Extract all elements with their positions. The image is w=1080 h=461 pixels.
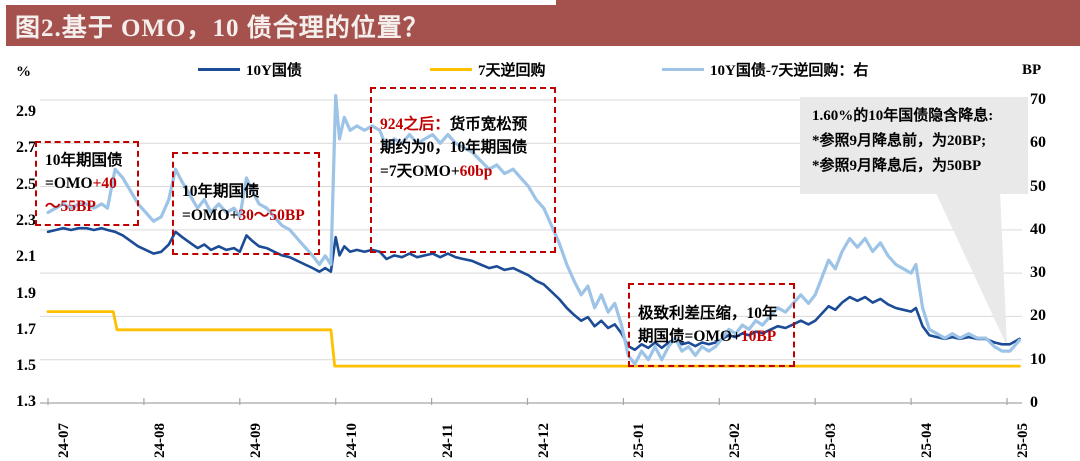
x-axis-tick-label: 24-11 [439, 423, 456, 458]
legend-item-spread: 10Y国债-7天逆回购：右 [662, 58, 868, 80]
series-line-0 [46, 226, 1021, 352]
right-axis-unit-label: BP [1022, 62, 1042, 78]
annotation-text-line: 极致利差压缩，10年 [638, 304, 778, 322]
legend-item-10y-bond: 10Y国债 [198, 58, 302, 80]
left-axis-tick-label: 1.3 [16, 393, 36, 411]
right-axis-tick-label: 30 [1030, 264, 1046, 282]
callout-implied-rate-cut: 1.60%的10年国债隐含降息: *参照9月降息前，为20BP; *参照9月降息… [800, 97, 1028, 194]
figure-title: 图2.基于 OMO，10 债合理的位置？ [15, 14, 429, 42]
annotation-box-omo-30-50bp: 10年期国债 =OMO+30～50BP [172, 152, 320, 255]
right-axis-tick-label: 50 [1030, 177, 1046, 195]
annotation-box-extreme-spread-compression: 极致利差压缩，10年 期国债=OMO+10BP [628, 283, 795, 367]
x-axis-tick-label: 24-09 [247, 423, 264, 458]
callout-tail [935, 191, 1007, 346]
x-axis-tick-label: 25-02 [727, 423, 744, 458]
right-axis-tick-label: 20 [1030, 307, 1046, 325]
legend-line-swatch-light-blue [662, 67, 704, 71]
annotation-text-line: 10年期国债 [45, 151, 123, 169]
callout-line: *参照9月降息前，为20BP; [812, 132, 987, 149]
left-axis-tick-label: 1.5 [16, 357, 36, 375]
legend-line-swatch-yellow [430, 67, 472, 71]
right-axis-tick-label: 70 [1030, 90, 1046, 108]
title-bar-strip [556, 0, 1080, 6]
annotation-box-after-924: 924之后：货币宽松预 期约为0，10年期国债 =7天OMO+60bp [370, 87, 556, 253]
x-axis-tick-label: 25-04 [919, 423, 936, 458]
left-axis-tick-label: 1.7 [16, 320, 36, 338]
figure-title-bar: 图2.基于 OMO，10 债合理的位置？ [6, 5, 1080, 46]
left-axis-unit-label: % [16, 64, 31, 80]
right-axis-tick-label: 10 [1030, 350, 1046, 368]
x-axis-tick-label: 25-03 [823, 423, 840, 458]
x-axis-tick-label: 24-12 [535, 423, 552, 458]
chart-legend: 10Y国债 7天逆回购 10Y国债-7天逆回购：右 [0, 58, 1080, 80]
annotation-text-line: 924之后：货币宽松预 [380, 116, 528, 133]
left-axis-tick-label: 2.7 [16, 139, 36, 157]
legend-label: 10Y国债-7天逆回购：右 [710, 62, 869, 79]
annotation-text-line: 期约为0，10年期国债 [380, 139, 528, 157]
left-axis-tick-label: 2.1 [16, 248, 36, 266]
annotation-text-line: =OMO+40 [45, 174, 117, 192]
series-line-1 [46, 310, 1021, 368]
left-axis-tick-label: 1.9 [16, 284, 36, 302]
annotation-text-line: ～55BP [45, 198, 96, 216]
legend-line-swatch-dark-blue [198, 67, 240, 71]
left-axis-tick-label: 2.3 [16, 211, 36, 229]
legend-item-7d-reverse-repo: 7天逆回购 [430, 58, 546, 80]
annotation-text-line: =7天OMO+60bp [380, 162, 493, 180]
legend-label: 10Y国债 [246, 62, 302, 79]
left-axis-tick-label: 2.5 [16, 175, 36, 193]
left-axis-tick-label: 2.9 [16, 103, 36, 120]
x-axis-tick-label: 24-07 [56, 423, 72, 458]
callout-line: *参照9月降息后，为50BP [812, 157, 982, 174]
x-axis-tick-label: 24-10 [343, 423, 360, 458]
right-axis-tick-label: 40 [1030, 220, 1046, 238]
x-axis-tick-label: 24-08 [151, 423, 168, 458]
annotation-text-line: =OMO+30～50BP [182, 206, 305, 224]
right-axis-tick-label: 0 [1030, 394, 1038, 411]
annotation-text-line: 期国债=OMO+10BP [638, 328, 777, 345]
x-axis-tick-label: 25-01 [631, 423, 648, 458]
annotation-text-line: 10年期国债 [182, 183, 260, 201]
callout-line: 1.60%的10年国债隐含降息: [812, 108, 994, 124]
legend-label: 7天逆回购 [478, 62, 546, 79]
series-line-2 [46, 93, 1022, 366]
annotation-box-omo-40-55bp: 10年期国债 =OMO+40 ～55BP [35, 141, 139, 226]
right-axis-tick-label: 60 [1030, 134, 1046, 152]
x-axis-tick-label: 25-05 [1015, 423, 1031, 458]
